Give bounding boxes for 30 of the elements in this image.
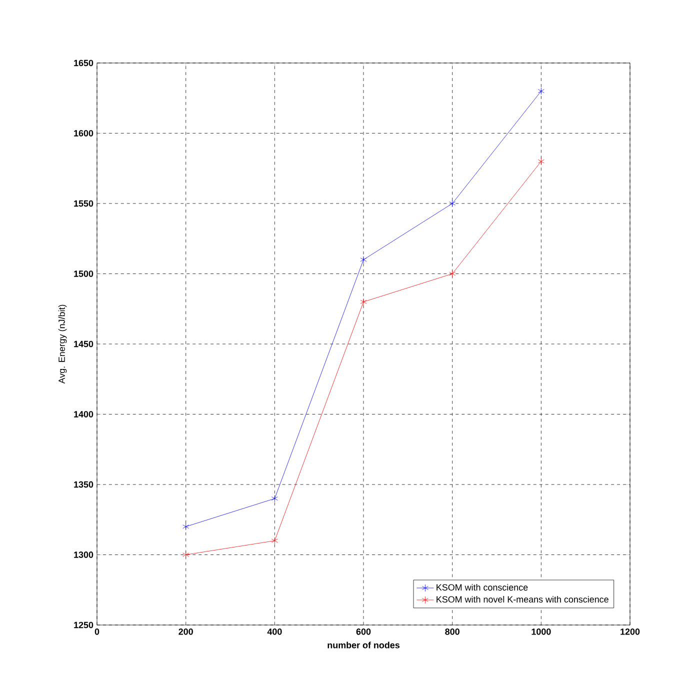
y-tick-label: 1550 xyxy=(74,200,94,207)
point xyxy=(449,200,456,208)
y-tick-label: 1300 xyxy=(74,552,94,558)
point xyxy=(538,158,544,166)
y-tick-label: 1600 xyxy=(74,130,94,136)
point xyxy=(182,522,190,530)
x-tick-label: 1000 xyxy=(532,628,551,635)
x-tick-label: 200 xyxy=(178,628,193,635)
x-tick-label: 1200 xyxy=(620,628,640,635)
y-axis-title: Avg. Energy (nJ/bit) xyxy=(58,304,67,384)
y-tick-label: 1350 xyxy=(74,481,94,488)
point xyxy=(360,298,367,306)
x-tick-label: 400 xyxy=(267,628,282,635)
y-tick-label: 1250 xyxy=(74,622,94,628)
y-tick-label: 1450 xyxy=(74,340,94,348)
point xyxy=(271,537,278,544)
y-tick-label: 1650 xyxy=(74,60,94,66)
x-axis-title: number of nodes xyxy=(328,642,400,648)
y-tick-label: 1500 xyxy=(74,270,94,277)
x-tick-label: 600 xyxy=(356,628,371,635)
legend-label: KSOM with conscience xyxy=(436,584,528,591)
point xyxy=(538,87,544,95)
point xyxy=(449,270,456,278)
x-tick-label: 0 xyxy=(94,628,100,635)
legend-label: KSOM with novel K-means with conscience xyxy=(436,596,608,603)
x-tick-label: 800 xyxy=(445,628,460,635)
point xyxy=(182,551,190,558)
point xyxy=(360,256,367,264)
y-tick-label: 1400 xyxy=(74,411,94,418)
point xyxy=(271,494,278,502)
